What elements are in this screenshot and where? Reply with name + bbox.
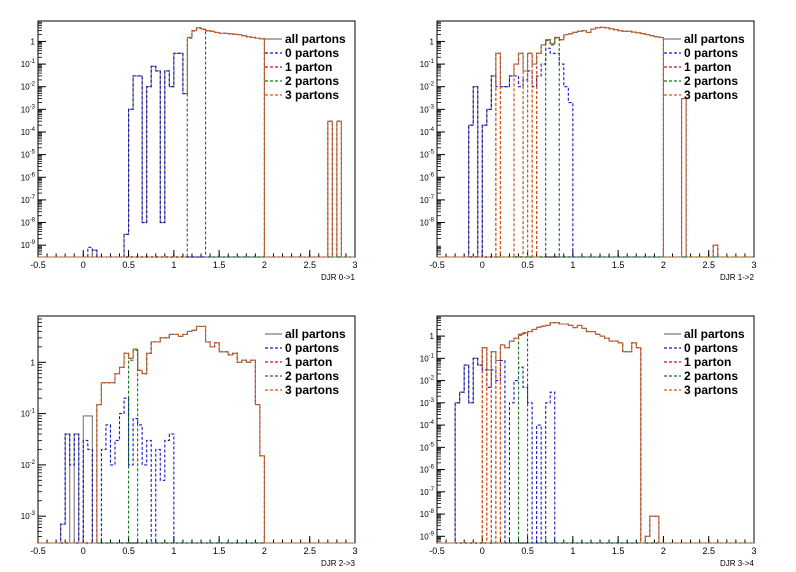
legend-label: 1 parton: [285, 355, 332, 369]
y-tick-label: 10-8: [21, 218, 36, 228]
y-tick-label: 10-3: [420, 104, 435, 114]
x-tick-label: 0.5: [122, 260, 135, 270]
y-tick-label: 10-1: [420, 353, 435, 363]
legend-label: 2 partons: [684, 74, 738, 88]
legend-label: 2 partons: [285, 74, 339, 88]
x-tick-label: 2: [262, 260, 267, 270]
x-tick-label: 1.5: [612, 260, 625, 270]
y-tick-label: 1: [31, 358, 36, 367]
y-tick-label: 10-6: [21, 172, 36, 182]
x-tick-label: -0.5: [30, 546, 46, 556]
x-tick-label: 2: [262, 546, 267, 556]
y-tick-label: 10-1: [420, 59, 435, 69]
x-axis-title: DJR 3->4: [720, 559, 755, 568]
x-tick-label: 1.5: [213, 546, 226, 556]
legend-label: 3 partons: [285, 383, 339, 397]
hist-3-partons: [38, 325, 355, 544]
y-tick-label: 10-1: [21, 59, 36, 69]
y-tick-label: 10-6: [420, 172, 435, 182]
y-tick-label: 1: [430, 37, 435, 46]
y-tick-label: 10-5: [420, 150, 435, 160]
chart-panel-1: -0.5 0 0.5 1 1.5 2 2.5 3 10-9 10-8 10-7 10-6 10-5 10-…: [21, 20, 358, 282]
hist-3-partons: [437, 26, 754, 258]
hist-3-partons: [437, 322, 754, 544]
legend-label: 0 partons: [684, 341, 738, 355]
x-tick-label: 1: [570, 260, 575, 270]
legend-label: 2 partons: [285, 369, 339, 383]
legend-label: all partons: [684, 327, 745, 341]
y-tick-label: 10-8: [420, 218, 435, 228]
x-tick-label: 1.5: [612, 546, 625, 556]
y-tick-label: 10-4: [420, 127, 435, 137]
legend-label: all partons: [684, 32, 745, 46]
x-tick-label: 2.5: [702, 546, 715, 556]
y-tick-label: 10-7: [420, 487, 435, 497]
y-tick-label: 10-3: [21, 104, 36, 114]
x-tick-label: 1: [171, 546, 176, 556]
legend-label: 2 partons: [684, 369, 738, 383]
x-tick-label: -0.5: [429, 546, 445, 556]
hist-0-partons: [38, 397, 355, 544]
x-axis-title: DJR 1->2: [720, 273, 755, 282]
y-tick-label: 10-2: [21, 82, 36, 92]
legend-label: 1 parton: [684, 355, 731, 369]
x-tick-label: 0: [81, 546, 86, 556]
legend-label: 3 partons: [285, 88, 339, 102]
x-tick-label: 0: [81, 260, 86, 270]
x-tick-label: 0: [480, 546, 485, 556]
chart-panel-2: -0.5 0 0.5 1 1.5 2 2.5 3 10-8 10-7 10-6 10-5 10-4 10-…: [420, 20, 757, 282]
x-tick-label: 2.5: [303, 260, 316, 270]
x-tick-label: 0.5: [122, 546, 135, 556]
y-tick-label: 1: [430, 332, 435, 341]
y-tick-label: 10-5: [21, 150, 36, 160]
legend-label: 3 partons: [684, 88, 738, 102]
legend-label: 0 partons: [285, 46, 339, 60]
legend-label: all partons: [285, 32, 346, 46]
y-tick-label: 10-1: [21, 409, 36, 419]
x-axis-title: DJR 2->3: [321, 559, 356, 568]
y-tick-label: 10-8: [420, 509, 435, 519]
x-tick-label: 0: [480, 260, 485, 270]
x-tick-label: 1: [171, 260, 176, 270]
x-tick-label: 3: [352, 546, 357, 556]
legend-label: 1 parton: [285, 60, 332, 74]
x-tick-label: 1: [570, 546, 575, 556]
plot-frame: [37, 315, 356, 544]
x-tick-label: 1.5: [213, 260, 226, 270]
y-tick-label: 10-3: [21, 511, 36, 521]
y-tick-label: 10-2: [420, 82, 435, 92]
x-tick-label: 0.5: [521, 546, 534, 556]
chart-panel-4: -0.5 0 0.5 1 1.5 2 2.5 3 10-9 10-8 10-7 10-6 10-5 10-…: [420, 315, 757, 568]
legend-label: 3 partons: [684, 383, 738, 397]
chart-panel-3: -0.5 0 0.5 1 1.5 2 2.5 3 10-3 10-2 10-1 1 DJR 2->3 al…: [21, 315, 358, 568]
x-tick-label: 0.5: [521, 260, 534, 270]
x-tick-label: 3: [751, 546, 756, 556]
x-tick-label: 2.5: [702, 260, 715, 270]
y-tick-label: 10-2: [21, 460, 36, 470]
legend-label: 0 partons: [684, 46, 738, 60]
x-tick-label: -0.5: [30, 260, 46, 270]
y-tick-label: 1: [31, 37, 36, 46]
y-tick-label: 10-7: [420, 195, 435, 205]
x-tick-label: 3: [352, 260, 357, 270]
x-tick-label: -0.5: [429, 260, 445, 270]
y-tick-label: 10-7: [21, 195, 36, 205]
x-tick-label: 3: [751, 260, 756, 270]
y-tick-label: 10-3: [420, 398, 435, 408]
y-tick-label: 10-2: [420, 376, 435, 386]
legend-label: all partons: [285, 327, 346, 341]
y-tick-label: 10-4: [420, 420, 435, 430]
x-tick-label: 2: [661, 546, 666, 556]
y-tick-label: 10-9: [21, 240, 36, 250]
y-tick-label: 10-5: [420, 442, 435, 452]
legend-label: 1 parton: [684, 60, 731, 74]
x-tick-label: 2.5: [303, 546, 316, 556]
legend-label: 0 partons: [285, 341, 339, 355]
y-tick-label: 10-6: [420, 465, 435, 475]
y-tick-label: 10-9: [420, 531, 435, 541]
y-tick-label: 10-4: [21, 127, 36, 137]
x-tick-label: 2: [661, 260, 666, 270]
x-axis-title: DJR 0->1: [321, 273, 356, 282]
